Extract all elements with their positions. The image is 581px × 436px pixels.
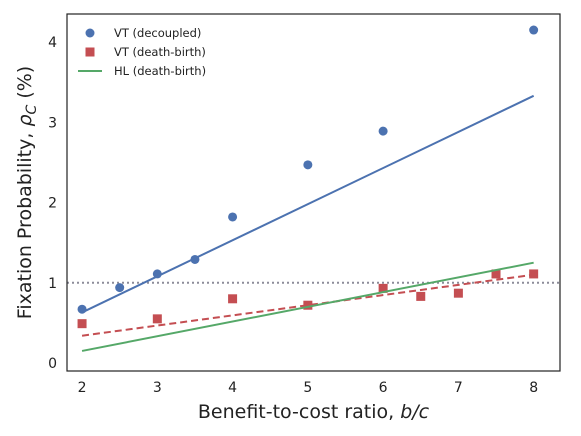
x-tick-label: 2	[78, 380, 87, 396]
series-line-hl-death-birth	[81, 261, 534, 352]
legend-item-hl-death-birth: HL (death-birth)	[78, 64, 206, 78]
point-vt-death-birth	[378, 283, 388, 293]
point-vt-death-birth	[152, 314, 162, 324]
legend-item-vt-death-birth: VT (death-birth)	[85, 45, 206, 59]
y-axis-label: Fixation Probability, ρC (%)	[14, 66, 40, 319]
x-tick-label: 5	[303, 380, 312, 396]
x-axis-ticks: 2 3 4 5 6 7 8	[78, 380, 539, 396]
point-vt-death-birth	[529, 269, 539, 279]
fit-line-vt-death-birth	[81, 273, 534, 337]
point-vt-death-birth	[228, 294, 238, 304]
point-vt-death-birth	[416, 291, 426, 301]
legend-swatch-vt-death-birth	[85, 47, 95, 57]
point-vt-death-birth	[453, 288, 463, 298]
legend-label-hl-death-birth: HL (death-birth)	[114, 64, 206, 78]
fit-line-vt-decoupled	[81, 94, 535, 314]
axes-frame	[66, 13, 561, 372]
point-vt-decoupled	[378, 126, 388, 136]
point-vt-death-birth	[491, 269, 501, 279]
legend-label-vt-death-birth: VT (death-birth)	[114, 45, 206, 59]
x-axis-label: Benefit-to-cost ratio, b/c	[198, 401, 430, 423]
point-vt-decoupled	[228, 212, 238, 222]
point-vt-decoupled	[152, 269, 162, 279]
y-tick-label: 2	[48, 196, 57, 212]
y-tick-label: 3	[48, 115, 57, 131]
y-tick-label: 1	[48, 276, 57, 292]
x-tick-label: 3	[153, 380, 162, 396]
y-axis-ticks: 0 1 2 3 4	[48, 35, 57, 372]
x-tick-label: 4	[228, 380, 237, 396]
point-vt-decoupled	[77, 304, 87, 314]
legend-swatch-vt-decoupled	[85, 28, 95, 38]
x-tick-label: 7	[454, 380, 463, 396]
legend-label-vt-decoupled: VT (decoupled)	[114, 26, 201, 40]
legend: VT (decoupled) VT (death-birth) HL (death-…	[78, 26, 206, 78]
point-vt-death-birth	[303, 300, 313, 310]
point-vt-decoupled	[303, 160, 313, 170]
plot-area	[67, 25, 560, 352]
point-vt-death-birth	[77, 319, 87, 329]
legend-item-vt-decoupled: VT (decoupled)	[85, 26, 201, 40]
x-tick-label: 8	[529, 380, 538, 396]
x-tick-label: 6	[379, 380, 388, 396]
y-tick-label: 4	[48, 35, 57, 51]
y-tick-label: 0	[48, 356, 57, 372]
point-vt-decoupled	[190, 254, 200, 264]
point-vt-decoupled	[115, 283, 125, 293]
point-vt-decoupled	[529, 25, 539, 35]
